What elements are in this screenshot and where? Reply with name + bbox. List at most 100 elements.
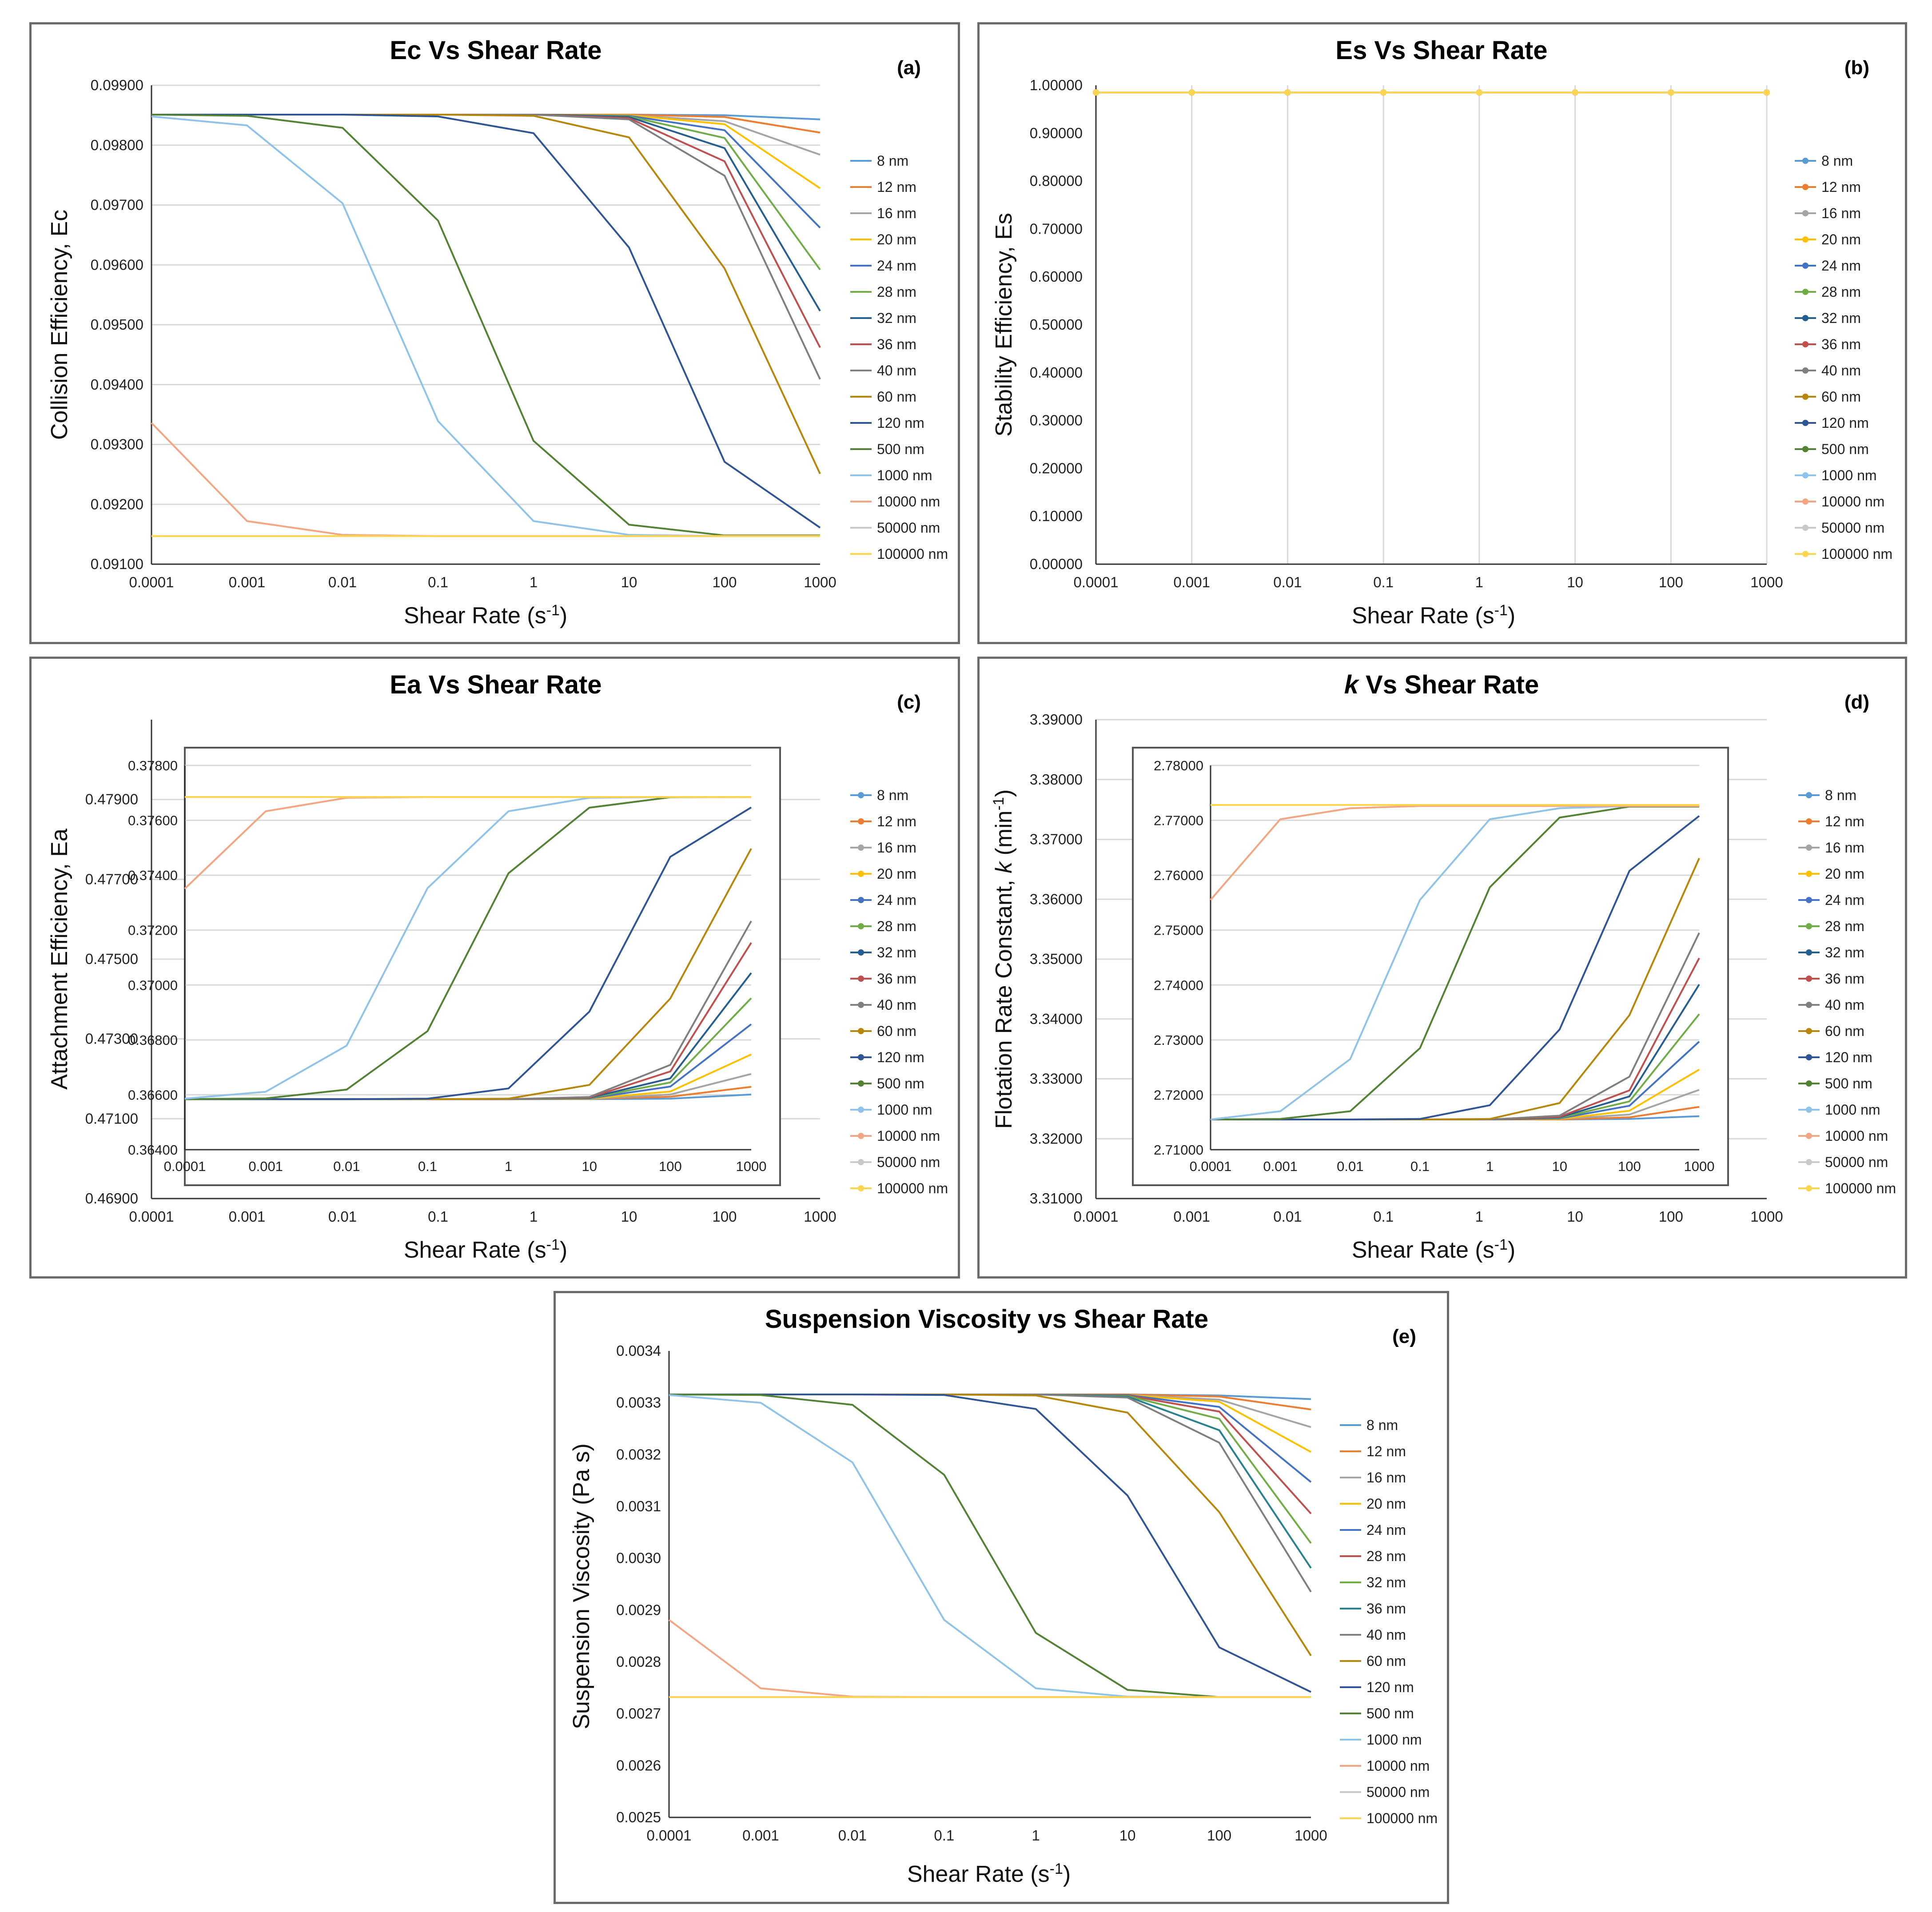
chart-a-ytick: 0.09100: [91, 556, 143, 572]
chart-b-ylabel: Stability Efficiency, Es: [991, 213, 1017, 437]
chart-c-legend-marker: [858, 844, 864, 851]
chart-b-legend-marker: [1802, 420, 1809, 426]
chart-d-inset-ytick: 2.77000: [1154, 813, 1203, 829]
chart-c-inset-xtick: 0.0001: [164, 1159, 206, 1174]
chart-e-ytick: 0.0034: [616, 1342, 661, 1359]
chart-c-inset-ytick: 0.37000: [128, 977, 178, 993]
chart-b-series-point: [1093, 89, 1099, 96]
chart-b-xtick: 0.1: [1373, 574, 1394, 590]
chart-e-series-line: [669, 1394, 1312, 1483]
chart-b-series-point: [1764, 89, 1770, 96]
chart-d-xtick: 1: [1475, 1208, 1483, 1225]
chart-c-legend-marker: [858, 1107, 864, 1113]
chart-b-ytick: 0.70000: [1030, 220, 1083, 237]
chart-e-xtick: 0.0001: [647, 1827, 692, 1844]
chart-a-xtick: 10: [621, 574, 637, 590]
chart-a-legend-label: 500 nm: [877, 441, 924, 457]
chart-a-series-line: [151, 114, 821, 156]
chart-e-ylabel: Suspension Viscosity (Pa s): [569, 1443, 594, 1729]
chart-e-series-line: [669, 1394, 1311, 1453]
chart-d-legend-label: 1000 nm: [1825, 1102, 1880, 1118]
chart-e-series-line: [669, 1394, 1312, 1544]
chart-d-legend-marker: [1806, 923, 1812, 929]
chart-a-ytick: 0.09500: [91, 316, 143, 333]
chart-d-inset-ytick: 2.73000: [1154, 1032, 1203, 1048]
chart-b-ytick: 0.00000: [1030, 556, 1083, 572]
chart-a-xtick: 1000: [804, 574, 836, 590]
chart-d-legend-label: 10000 nm: [1825, 1128, 1888, 1144]
chart-c-xtick: 0.1: [428, 1208, 448, 1225]
chart-b-legend-marker: [1802, 315, 1809, 321]
panel-c-attachment-efficiency: Ea Vs Shear Rate (c) 0.46900 0.47100 0.47300…: [29, 657, 960, 1279]
chart-d-ytick: 3.38000: [1030, 771, 1083, 788]
chart-a-ytick: 0.09900: [91, 77, 143, 93]
chart-b-legend-marker: [1802, 394, 1809, 400]
chart-e-legend-label: 1000 nm: [1366, 1732, 1422, 1748]
chart-b-ytick: 0.90000: [1030, 125, 1083, 141]
chart-b-legend-label: 100000 nm: [1821, 546, 1892, 562]
chart-d-legend-marker: [1806, 818, 1812, 825]
chart-a-title: Ec Vs Shear Rate: [390, 36, 602, 65]
chart-d-inset-series-line: [1210, 805, 1699, 1120]
chart-c-xlabel: Shear Rate (s-1): [404, 1236, 567, 1263]
chart-d-legend-marker: [1806, 897, 1812, 903]
chart-c-inset-xtick: 0.001: [248, 1159, 283, 1174]
chart-e-legend-label: 60 nm: [1366, 1653, 1406, 1669]
chart-e-legend-label: 24 nm: [1366, 1522, 1406, 1538]
chart-d-legend-label: 500 nm: [1825, 1076, 1872, 1091]
chart-e-xlabel: Shear Rate (s-1): [907, 1860, 1071, 1887]
chart-b-series-point: [1476, 89, 1482, 96]
chart-e-legend-label: 12 nm: [1366, 1443, 1406, 1459]
chart-d-inset-ytick: 2.76000: [1154, 868, 1203, 883]
chart-d-xtick: 10: [1567, 1208, 1583, 1225]
chart-d-xtick: 0.1: [1373, 1208, 1394, 1225]
chart-e-series-line: [669, 1394, 1312, 1514]
chart-b-title: Es Vs Shear Rate: [1335, 36, 1547, 65]
chart-d-inset-ytick: 2.78000: [1154, 758, 1203, 773]
chart-e-ytick: 0.0029: [616, 1601, 661, 1618]
chart-c-inset-ytick: 0.37600: [128, 813, 178, 829]
chart-b: Es Vs Shear Rate (b) 0.00000 0.10000 0.20000…: [991, 36, 1892, 629]
chart-a-xtick: 0.0001: [129, 574, 174, 590]
chart-b-ytick: 0.60000: [1030, 268, 1083, 285]
chart-a-xtick: 100: [712, 574, 737, 590]
chart-a-legend-label: 36 nm: [877, 336, 916, 352]
chart-c-legend-marker: [858, 1159, 864, 1165]
chart-e-ytick: 0.0032: [616, 1446, 661, 1462]
chart-b-ytick: 0.30000: [1030, 412, 1083, 429]
chart-c-xtick: 0.0001: [129, 1208, 174, 1225]
chart-a-ytick: 0.09200: [91, 496, 143, 512]
chart-d-legend-label: 60 nm: [1825, 1023, 1864, 1039]
chart-c: Ea Vs Shear Rate (c) 0.46900 0.47100 0.47300…: [47, 670, 948, 1263]
chart-a-legend-label: 50000 nm: [877, 520, 940, 536]
chart-b-legend-label: 8 nm: [1821, 153, 1853, 169]
chart-d-inset-ytick: 2.71000: [1154, 1142, 1203, 1158]
chart-a-series-line: [151, 114, 821, 271]
chart-b-xtick: 10: [1567, 574, 1583, 590]
chart-d-xtick: 0.0001: [1074, 1208, 1119, 1225]
chart-d-inset-ytick: 2.75000: [1154, 923, 1203, 938]
chart-d-legend-marker: [1806, 844, 1812, 851]
chart-c-legend-label: 1000 nm: [877, 1102, 932, 1118]
chart-a-ytick: 0.09600: [91, 256, 143, 273]
chart-e-series-line: [669, 1394, 1312, 1657]
chart-d-ytick: 3.37000: [1030, 831, 1083, 848]
chart-a: Ec Vs Shear Rate (a) 0.09100 0.09200 0.09300…: [47, 36, 948, 629]
chart-a-series-line: [151, 114, 821, 529]
chart-b-legend-label: 36 nm: [1821, 336, 1861, 352]
chart-d-ytick: 3.35000: [1030, 951, 1083, 967]
chart-b-legend-label: 60 nm: [1821, 389, 1861, 405]
chart-e-legend-label: 100000 nm: [1366, 1810, 1438, 1826]
chart-a-legend-label: 40 nm: [877, 362, 916, 378]
chart-d-xtick: 0.001: [1173, 1208, 1210, 1225]
chart-d-legend-marker: [1806, 1159, 1812, 1165]
chart-d-legend-label: 32 nm: [1825, 944, 1864, 960]
chart-b-legend-label: 12 nm: [1821, 179, 1861, 195]
chart-d-legend-marker: [1806, 1028, 1812, 1034]
chart-d-legend-marker: [1806, 976, 1812, 982]
chart-c-xtick: 0.001: [229, 1208, 266, 1225]
chart-c-legend-marker: [858, 897, 864, 903]
chart-c-xtick: 10: [621, 1208, 637, 1225]
chart-e-xtick: 0.001: [742, 1827, 779, 1844]
chart-d-legend-label: 8 nm: [1825, 787, 1856, 803]
